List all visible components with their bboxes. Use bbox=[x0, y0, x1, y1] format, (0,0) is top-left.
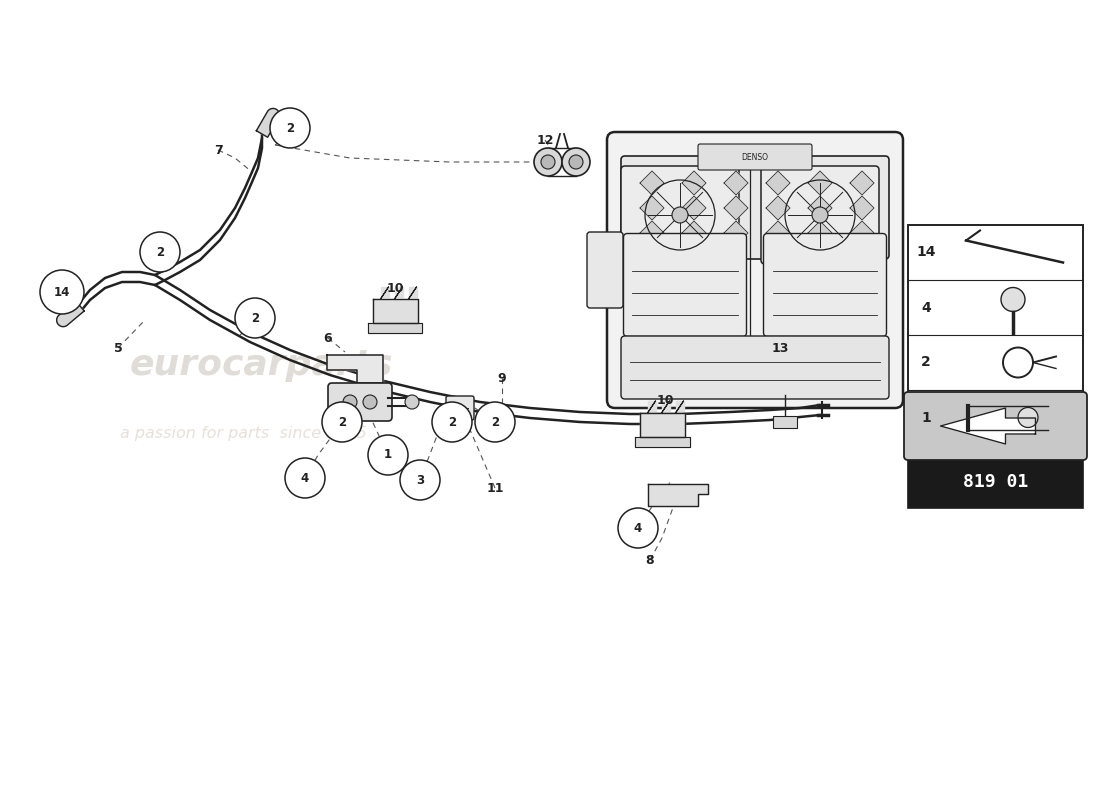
Text: 2: 2 bbox=[251, 311, 260, 325]
Polygon shape bbox=[850, 221, 875, 245]
Text: 1: 1 bbox=[921, 410, 931, 425]
Circle shape bbox=[270, 108, 310, 148]
Text: 11: 11 bbox=[486, 482, 504, 494]
Polygon shape bbox=[57, 301, 85, 326]
Text: 2: 2 bbox=[491, 415, 499, 429]
Circle shape bbox=[40, 270, 84, 314]
Polygon shape bbox=[682, 171, 706, 195]
Polygon shape bbox=[640, 171, 664, 195]
Polygon shape bbox=[682, 196, 706, 220]
Polygon shape bbox=[940, 408, 1035, 444]
FancyBboxPatch shape bbox=[763, 234, 887, 337]
Polygon shape bbox=[766, 221, 790, 245]
Circle shape bbox=[475, 402, 515, 442]
Circle shape bbox=[368, 435, 408, 475]
Polygon shape bbox=[373, 299, 418, 323]
FancyBboxPatch shape bbox=[761, 166, 879, 264]
FancyBboxPatch shape bbox=[904, 392, 1087, 460]
Polygon shape bbox=[724, 221, 748, 245]
FancyBboxPatch shape bbox=[621, 336, 889, 399]
Polygon shape bbox=[395, 287, 403, 297]
Bar bbox=[908, 456, 1084, 508]
Circle shape bbox=[541, 155, 556, 169]
Circle shape bbox=[534, 148, 562, 176]
Text: eurocarparts: eurocarparts bbox=[130, 348, 394, 382]
Polygon shape bbox=[256, 109, 279, 138]
Polygon shape bbox=[724, 196, 748, 220]
Circle shape bbox=[235, 298, 275, 338]
Circle shape bbox=[432, 402, 472, 442]
FancyBboxPatch shape bbox=[587, 232, 623, 308]
Text: 13: 13 bbox=[771, 342, 789, 354]
Polygon shape bbox=[367, 323, 422, 333]
Text: 6: 6 bbox=[323, 331, 332, 345]
Text: 3: 3 bbox=[416, 474, 425, 486]
Text: 2: 2 bbox=[156, 246, 164, 258]
Polygon shape bbox=[850, 171, 875, 195]
FancyBboxPatch shape bbox=[621, 156, 889, 259]
Polygon shape bbox=[682, 221, 706, 245]
Text: DENSO: DENSO bbox=[741, 153, 769, 162]
Text: 4: 4 bbox=[301, 471, 309, 485]
Polygon shape bbox=[850, 196, 875, 220]
Polygon shape bbox=[648, 484, 708, 506]
Polygon shape bbox=[808, 196, 832, 220]
Text: 2: 2 bbox=[338, 415, 346, 429]
Circle shape bbox=[812, 207, 828, 223]
Circle shape bbox=[140, 232, 180, 272]
Text: 4: 4 bbox=[634, 522, 642, 534]
Polygon shape bbox=[724, 171, 748, 195]
Polygon shape bbox=[639, 413, 684, 437]
Text: 14: 14 bbox=[916, 246, 936, 259]
Text: 2: 2 bbox=[921, 355, 931, 370]
Circle shape bbox=[405, 395, 419, 409]
Text: a passion for parts  since 1985: a passion for parts since 1985 bbox=[120, 426, 366, 441]
Polygon shape bbox=[640, 196, 664, 220]
Polygon shape bbox=[381, 287, 388, 297]
Polygon shape bbox=[640, 221, 664, 245]
Text: 2: 2 bbox=[448, 415, 456, 429]
Text: 8: 8 bbox=[646, 554, 654, 566]
Circle shape bbox=[322, 402, 362, 442]
Circle shape bbox=[672, 207, 688, 223]
Text: 10: 10 bbox=[657, 394, 673, 406]
Polygon shape bbox=[408, 287, 417, 297]
FancyBboxPatch shape bbox=[446, 396, 474, 420]
Circle shape bbox=[400, 460, 440, 500]
Circle shape bbox=[1018, 407, 1038, 427]
Text: 12: 12 bbox=[537, 134, 553, 146]
Polygon shape bbox=[808, 171, 832, 195]
Circle shape bbox=[285, 458, 324, 498]
Bar bbox=[773, 416, 798, 428]
Polygon shape bbox=[766, 171, 790, 195]
Circle shape bbox=[1001, 287, 1025, 311]
FancyBboxPatch shape bbox=[328, 383, 392, 421]
FancyBboxPatch shape bbox=[624, 234, 747, 337]
Circle shape bbox=[618, 508, 658, 548]
Text: 2: 2 bbox=[286, 122, 294, 134]
Circle shape bbox=[569, 155, 583, 169]
Text: 7: 7 bbox=[213, 143, 222, 157]
Polygon shape bbox=[808, 221, 832, 245]
Polygon shape bbox=[675, 401, 683, 411]
Polygon shape bbox=[766, 196, 790, 220]
Text: 14: 14 bbox=[54, 286, 70, 298]
Text: 9: 9 bbox=[497, 371, 506, 385]
FancyBboxPatch shape bbox=[621, 166, 739, 264]
Polygon shape bbox=[661, 401, 670, 411]
Circle shape bbox=[363, 395, 377, 409]
Polygon shape bbox=[648, 401, 656, 411]
Circle shape bbox=[562, 148, 590, 176]
Text: 5: 5 bbox=[113, 342, 122, 354]
Text: 10: 10 bbox=[386, 282, 404, 294]
FancyBboxPatch shape bbox=[698, 144, 812, 170]
Text: 1: 1 bbox=[384, 449, 392, 462]
Polygon shape bbox=[635, 437, 690, 447]
Polygon shape bbox=[327, 355, 383, 383]
Bar bbox=[908, 225, 1084, 445]
FancyBboxPatch shape bbox=[607, 132, 903, 408]
Text: 4: 4 bbox=[921, 301, 931, 314]
Circle shape bbox=[343, 395, 358, 409]
Text: 819 01: 819 01 bbox=[962, 473, 1028, 491]
